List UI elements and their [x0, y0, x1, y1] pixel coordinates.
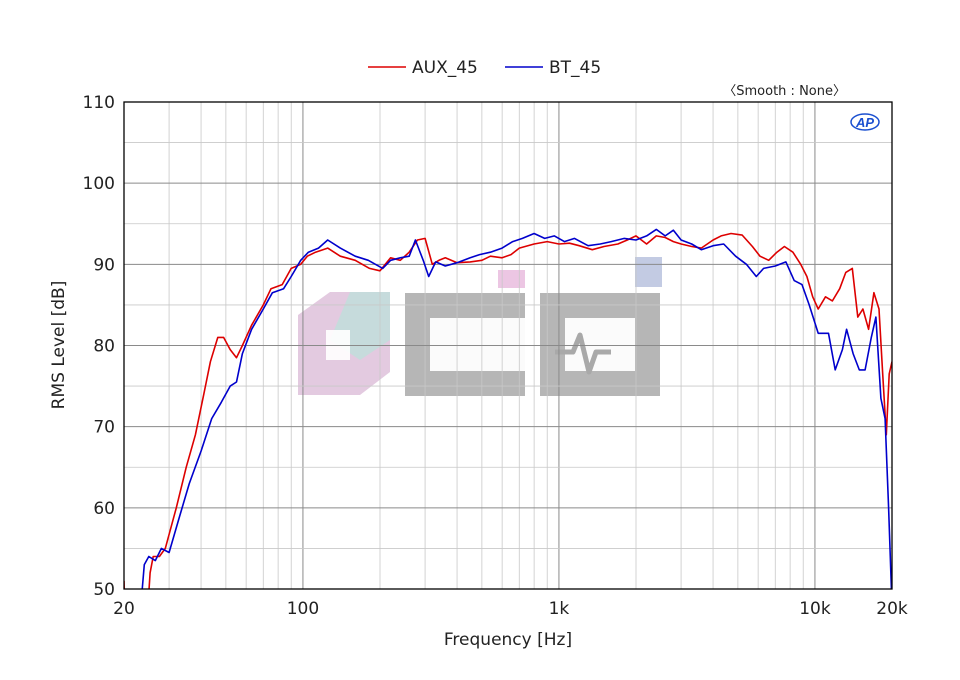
x-tick-label: 100: [287, 599, 319, 619]
y-tick-label: 70: [93, 418, 115, 438]
legend-label-aux-45: AUX_45: [412, 58, 478, 78]
y-tick-label: 90: [93, 255, 115, 275]
smoothing-note: 〈Smooth : None〉: [723, 84, 846, 99]
y-tick-label: 60: [93, 499, 115, 519]
x-axis-title: Frequency [Hz]: [444, 630, 572, 650]
legend-label-bt-45: BT_45: [549, 58, 601, 78]
plot-frame: [123, 101, 893, 590]
series-lines: [124, 228, 892, 589]
axis-ticks: 20 100 1k 10k 20k 50 60 70 80 90 100 110: [83, 93, 908, 619]
chart-legend: AUX_45 BT_45: [368, 58, 601, 78]
svg-text:AP: AP: [855, 115, 874, 130]
y-tick-label: 110: [83, 93, 115, 113]
y-tick-label: 80: [93, 337, 115, 357]
ap-logo: AP: [850, 113, 880, 131]
series-line-aux-45: [124, 232, 892, 589]
x-tick-label: 1k: [549, 599, 570, 619]
x-tick-label: 10k: [799, 599, 831, 619]
chart-grid: [124, 102, 892, 589]
y-tick-label: 50: [93, 580, 115, 600]
series-line-bt-45: [141, 228, 892, 589]
x-tick-label: 20: [113, 599, 135, 619]
y-tick-label: 100: [83, 174, 115, 194]
x-tick-label: 20k: [876, 599, 908, 619]
cihi-watermark-logo: [298, 257, 662, 396]
y-axis-title: RMS Level [dB]: [49, 281, 69, 410]
